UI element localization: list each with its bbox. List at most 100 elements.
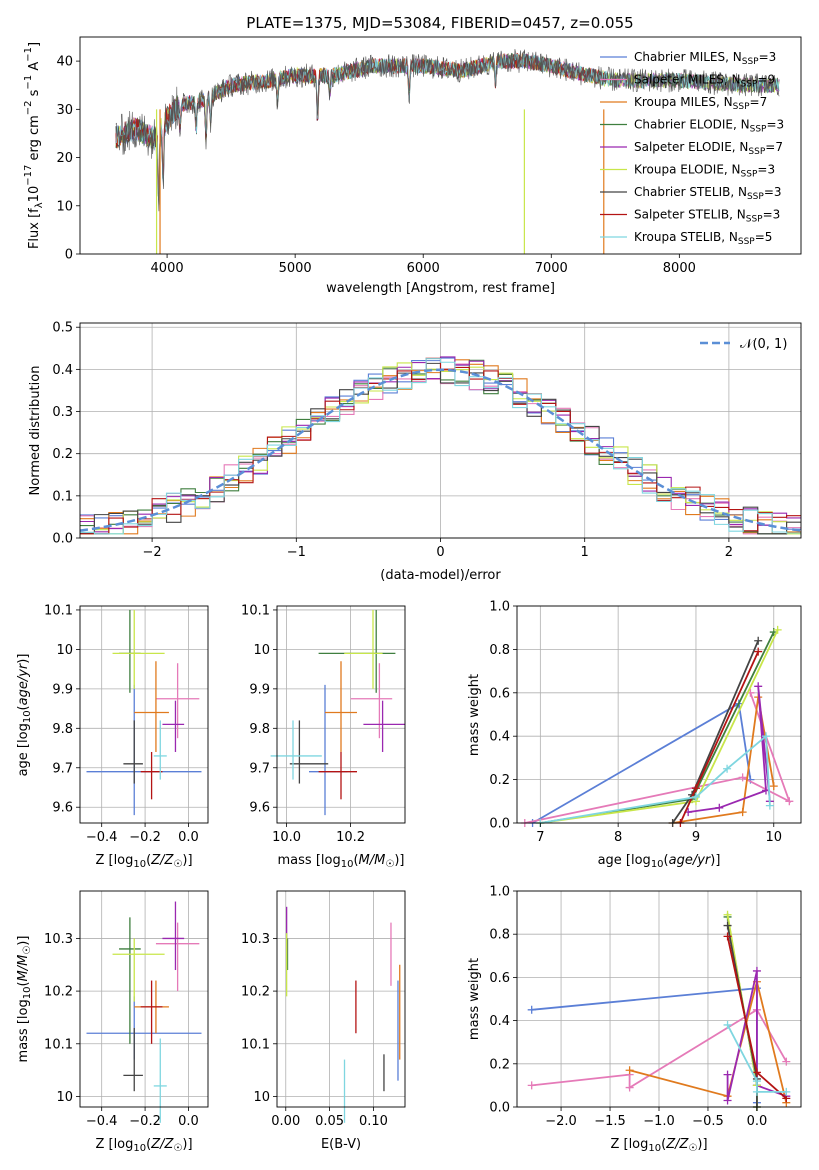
label-part: ☉ (385, 859, 394, 870)
y-label-part: A (27, 62, 42, 75)
y-axis-label: Normed distribution (28, 366, 43, 496)
label-part: ☉ (173, 859, 182, 870)
x-tick-label: 2 (725, 545, 733, 560)
x-tick-label: −0.4 (86, 830, 118, 845)
legend-sub: SSP (748, 147, 765, 157)
y-tick-label: 0 (65, 248, 73, 263)
y-label-part: −1 (23, 47, 34, 62)
legend-sub: SSP (746, 215, 763, 225)
weight-line (532, 702, 752, 824)
y-tick-label: 30 (56, 103, 73, 118)
legend-entry: Chabrier ELODIE, NSSP=3 (634, 118, 784, 135)
y-label-part: −1 (23, 75, 34, 90)
x-tick-label: −2 (143, 545, 162, 560)
y-tick-label: 1.0 (489, 885, 510, 900)
y-tick-label: 0.2 (489, 773, 510, 788)
label-part: mass [log (16, 999, 31, 1062)
plus-marker (754, 647, 763, 656)
x-tick-label: −1.0 (643, 1114, 675, 1129)
x-tick-label: −0.5 (692, 1114, 724, 1129)
plus-marker (691, 792, 700, 801)
legend-entry: Kroupa STELIB, NSSP=5 (634, 230, 772, 247)
plus-marker (723, 921, 732, 930)
y-label-part: −2 (23, 100, 34, 115)
plus-marker (761, 732, 770, 741)
y-tick-label: 10.1 (44, 603, 73, 618)
y-axis-label: Flux [fλ10−17 erg cm−2 s−1 A−1] (23, 42, 45, 249)
label-part: M/M (16, 955, 31, 982)
y-tick-label: 9.6 (249, 801, 270, 816)
x-tick-label: −1.5 (594, 1114, 626, 1129)
plus-marker (723, 1070, 732, 1079)
y-tick-label: 0.6 (489, 971, 510, 986)
legend-count: =7 (750, 95, 768, 109)
x-axis-label: wavelength [Angstrom, rest frame] (326, 281, 555, 296)
label-part: ( (146, 853, 151, 868)
x-tick-label: 0.0 (178, 1114, 199, 1129)
plus-marker (738, 773, 747, 782)
label-part: ( (146, 1137, 151, 1152)
y-tick-label: 10.1 (44, 1037, 73, 1052)
legend-count: =3 (766, 118, 784, 132)
x-axis-label: Z [log10(Z/Z☉)] (95, 853, 192, 870)
y-tick-label: 0.2 (52, 447, 73, 462)
y-tick-label: 1.0 (489, 600, 510, 615)
axes-frame (79, 322, 802, 539)
y-tick-label: 0.5 (52, 321, 73, 336)
plus-marker (691, 784, 700, 793)
spectrum-line (115, 53, 605, 198)
x-tick-label: 0 (436, 545, 444, 560)
spectrum-line (115, 54, 605, 205)
plus-marker (625, 1066, 634, 1075)
label-part: ( (16, 981, 31, 986)
x-axis-label: Z [log10(Z/Z☉)] (95, 1137, 192, 1154)
legend-text: Kroupa MILES, N (634, 95, 733, 109)
y-axis-label: mass weight (467, 958, 482, 1040)
y-label-part: −17 (23, 165, 34, 186)
plus-marker (752, 1068, 761, 1077)
y-tick-label: 9.7 (52, 761, 73, 776)
legend-sub: SSP (741, 80, 758, 90)
label-part: )] (182, 853, 192, 868)
y-tick-label: 9.9 (249, 682, 270, 697)
plus-marker (527, 1081, 536, 1090)
figure-title: PLATE=1375, MJD=53084, FIBERID=0457, z=0… (246, 14, 633, 32)
y-tick-label: 0.1 (52, 489, 73, 504)
plus-marker (769, 782, 778, 791)
observed-spectrum (115, 49, 780, 212)
x-tick-label: 8 (614, 830, 622, 845)
label-part: 10 (22, 987, 33, 1000)
legend-count: =5 (755, 230, 773, 244)
y-tick-label: 10.1 (241, 1037, 270, 1052)
plus-marker (785, 797, 794, 806)
x-tick-label: −1 (287, 545, 306, 560)
x-tick-label: 10 (765, 830, 782, 845)
plus-marker (715, 803, 724, 812)
label-part: 10 (22, 710, 33, 723)
y-tick-label: 10.2 (44, 985, 73, 1000)
y-label-part: s (27, 89, 42, 100)
y-tick-label: 10.2 (241, 985, 270, 1000)
x-tick-label: −0.2 (129, 1114, 161, 1129)
weight-line (540, 631, 775, 824)
y-tick-label: 0.8 (489, 643, 510, 658)
y-tick-label: 40 (56, 55, 73, 70)
y-axis-label: mass weight (467, 674, 482, 756)
x-tick-label: −0.2 (129, 830, 161, 845)
x-tick-label: 1 (581, 545, 589, 560)
y-tick-label: 10 (56, 199, 73, 214)
histogram-step (80, 358, 801, 535)
normal-curve (79, 368, 802, 532)
label-part: age/yr (669, 853, 712, 868)
y-tick-label: 20 (56, 151, 73, 166)
legend-sub: SSP (742, 57, 759, 67)
y-tick-label: 0.0 (52, 532, 73, 547)
legend-sub: SSP (733, 102, 750, 112)
legend-entry: Salpeter MILES, NSSP=9 (634, 73, 775, 90)
label-part: Z [log (95, 853, 133, 868)
y-tick-label: 10.1 (241, 603, 270, 618)
x-tick-label: 7 (536, 830, 544, 845)
label-part: age [log (16, 723, 31, 776)
label-part: M/M (359, 853, 386, 868)
label-part: 10 (648, 1143, 661, 1154)
